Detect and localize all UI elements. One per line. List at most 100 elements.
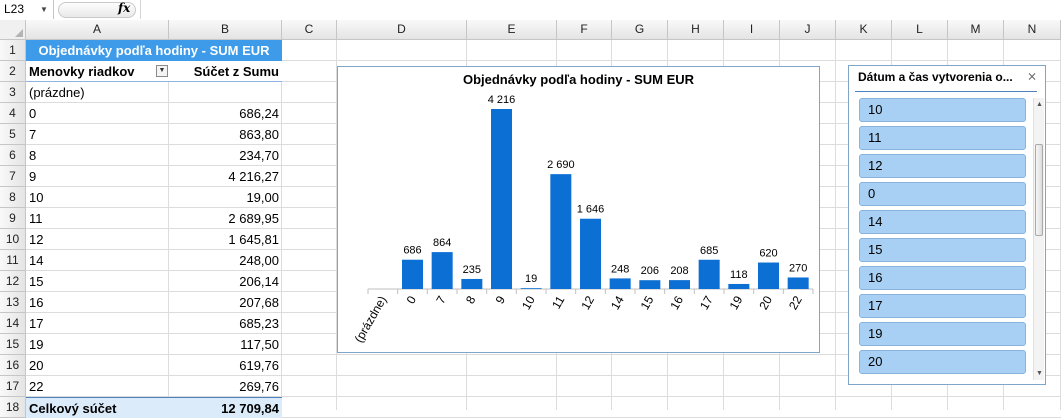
row-header-8[interactable]: 8: [0, 187, 26, 208]
slicer-scrollbar[interactable]: ▲ ▼: [1033, 98, 1044, 380]
pivot-row-label[interactable]: 11: [29, 211, 43, 226]
pivot-row-value[interactable]: 4 216,27: [228, 169, 279, 184]
row-header-18[interactable]: 18: [0, 397, 26, 418]
bar-8[interactable]: [461, 278, 483, 289]
bar-10[interactable]: [520, 288, 542, 289]
column-header-m[interactable]: M: [948, 20, 1004, 40]
pivot-row-label[interactable]: 7: [29, 127, 37, 142]
bar-14[interactable]: [609, 278, 631, 289]
bar-0[interactable]: [402, 259, 423, 289]
pivot-row-value[interactable]: 619,76: [239, 358, 279, 373]
row-header-17[interactable]: 17: [0, 376, 26, 397]
pivot-row-value[interactable]: 117,50: [240, 337, 279, 352]
row-header-3[interactable]: 3: [0, 82, 26, 103]
bar-20[interactable]: [758, 262, 779, 289]
pivot-row-label[interactable]: 9: [29, 169, 37, 184]
slicer-item[interactable]: 0: [859, 182, 1026, 206]
column-header-e[interactable]: E: [467, 20, 557, 40]
row-header-13[interactable]: 13: [0, 292, 26, 313]
row-header-12[interactable]: 12: [0, 271, 26, 292]
row-header-14[interactable]: 14: [0, 313, 26, 334]
bar-19[interactable]: [728, 283, 750, 289]
pivot-row-value[interactable]: [169, 82, 282, 103]
bar-17[interactable]: [698, 259, 720, 289]
column-header-c[interactable]: C: [282, 20, 337, 40]
insert-function-icon[interactable]: fx: [118, 1, 131, 15]
pivot-row-label[interactable]: 8: [29, 148, 37, 163]
pivot-row-value[interactable]: 234,70: [239, 148, 279, 163]
column-header-f[interactable]: F: [557, 20, 612, 40]
bar-9[interactable]: [491, 109, 512, 289]
pivot-row-label[interactable]: 15: [29, 274, 44, 289]
pivot-row-label[interactable]: 17: [29, 316, 44, 331]
pivot-row-label[interactable]: 22: [29, 379, 44, 394]
pivot-row-value[interactable]: 206,14: [239, 274, 279, 289]
column-header-d[interactable]: D: [337, 20, 467, 40]
name-box-dropdown-icon[interactable]: ▼: [40, 5, 48, 14]
pivot-row-value[interactable]: 1 645,81: [228, 232, 279, 247]
row-header-4[interactable]: 4: [0, 103, 26, 124]
pivot-row-label[interactable]: 0: [29, 106, 37, 121]
bar-chart[interactable]: (prázdne) 686 0 864 7 235 8 4 216 9 19 10 2 690 11 1 …: [337, 66, 820, 353]
pivot-row-value[interactable]: 685,23: [239, 316, 279, 331]
row-header-16[interactable]: 16: [0, 355, 26, 376]
pivot-row-label[interactable]: 16: [29, 295, 44, 310]
row-label-filter-icon[interactable]: ▼: [156, 65, 168, 77]
column-header-k[interactable]: K: [836, 20, 892, 40]
pivot-row-value[interactable]: 686,24: [239, 106, 279, 121]
slicer-item[interactable]: 19: [859, 322, 1026, 346]
column-header-n[interactable]: N: [1004, 20, 1061, 40]
pivot-row-label[interactable]: 19: [29, 337, 44, 352]
row-header-6[interactable]: 6: [0, 145, 26, 166]
slicer-item[interactable]: 16: [859, 266, 1026, 290]
column-header-g[interactable]: G: [612, 20, 668, 40]
column-header-a[interactable]: A: [26, 20, 169, 40]
row-header-9[interactable]: 9: [0, 208, 26, 229]
slicer-item[interactable]: 12: [859, 154, 1026, 178]
scroll-down-icon[interactable]: ▼: [1036, 370, 1043, 377]
slicer-item[interactable]: 14: [859, 210, 1026, 234]
row-header-15[interactable]: 15: [0, 334, 26, 355]
row-header-2[interactable]: 2: [0, 61, 26, 82]
bar-16[interactable]: [669, 280, 690, 289]
pivot-row-value[interactable]: 248,00: [239, 253, 279, 268]
slicer-item[interactable]: 10: [859, 98, 1026, 122]
column-header-h[interactable]: H: [668, 20, 724, 40]
pivot-row-value[interactable]: 207,68: [239, 295, 279, 310]
pivot-row-label[interactable]: 10: [29, 190, 44, 205]
pivot-row-label[interactable]: (prázdne): [29, 85, 85, 100]
bar-11[interactable]: [550, 174, 572, 289]
pivot-row-value[interactable]: 863,80: [239, 127, 279, 142]
slicer-item[interactable]: 15: [859, 238, 1026, 262]
bar-15[interactable]: [639, 280, 661, 289]
scroll-up-icon[interactable]: ▲: [1036, 101, 1043, 108]
slicer-item[interactable]: 17: [859, 294, 1026, 318]
formula-input[interactable]: [140, 0, 1061, 19]
row-header-10[interactable]: 10: [0, 229, 26, 250]
slicer-panel[interactable]: Dátum a čas vytvorenia o... ⨯ 10 11 12 0 14 1…: [848, 65, 1046, 385]
bar-12[interactable]: [580, 218, 601, 289]
slicer-item[interactable]: 20: [859, 350, 1026, 374]
column-header-j[interactable]: J: [780, 20, 836, 40]
row-header-5[interactable]: 5: [0, 124, 26, 145]
pivot-row-label[interactable]: 20: [29, 358, 44, 373]
pivot-row-value[interactable]: 2 689,95: [228, 211, 279, 226]
bar-22[interactable]: [787, 277, 809, 289]
column-header-b[interactable]: B: [169, 20, 282, 40]
pivot-row-value[interactable]: 19,00: [246, 190, 279, 205]
row-header-7[interactable]: 7: [0, 166, 26, 187]
column-header-l[interactable]: L: [892, 20, 948, 40]
pivot-row-label[interactable]: 14: [29, 253, 44, 268]
bar-7[interactable]: [431, 252, 453, 289]
scroll-thumb[interactable]: [1035, 144, 1043, 236]
x-tick-label: 0: [404, 293, 420, 306]
row-header-11[interactable]: 11: [0, 250, 26, 271]
row-header-1[interactable]: 1: [0, 40, 26, 61]
clear-filter-icon[interactable]: ⨯: [1027, 69, 1038, 83]
name-box[interactable]: L23: [0, 0, 54, 19]
column-header-i[interactable]: I: [724, 20, 780, 40]
pivot-row-value[interactable]: 269,76: [239, 379, 279, 394]
pivot-row-label[interactable]: 12: [29, 232, 44, 247]
select-all-corner[interactable]: [0, 20, 26, 40]
slicer-item[interactable]: 11: [859, 126, 1026, 150]
